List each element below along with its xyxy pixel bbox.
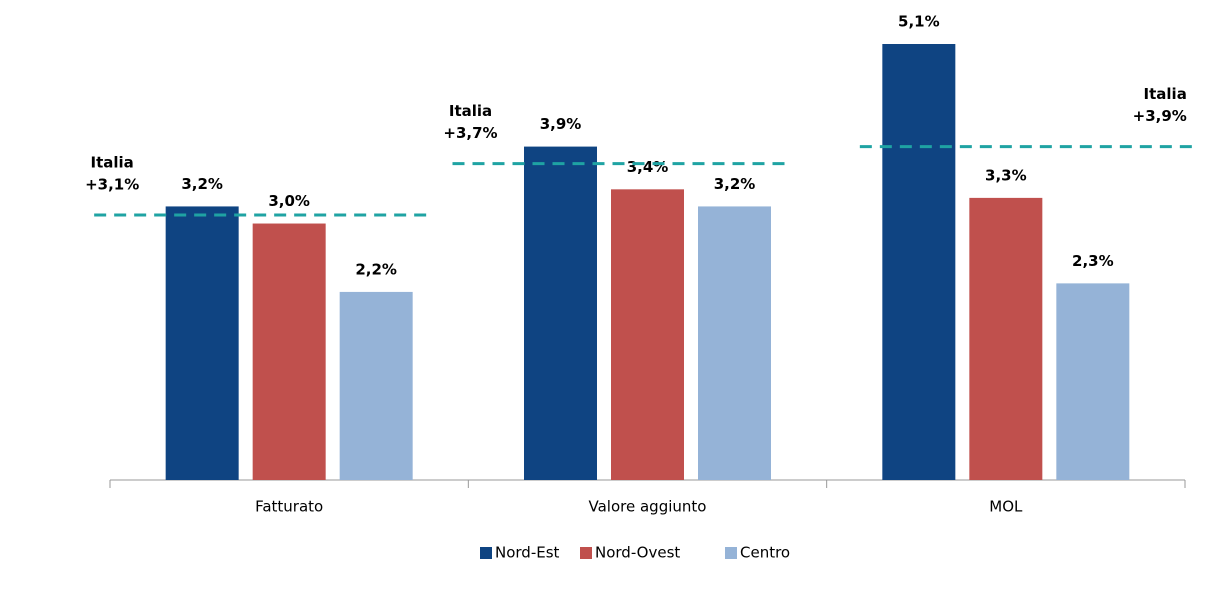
value-label: 3,4% [627,158,669,176]
legend-label: Nord-Ovest [595,544,680,562]
value-label: 3,0% [268,192,310,210]
bar [524,146,597,480]
reference-name: Italia [91,153,134,171]
reference-name: Italia [1144,85,1187,103]
legend-swatch [725,547,737,559]
reference-label: +3,9% [1133,107,1187,125]
reference-label: +3,7% [443,124,497,142]
bar [165,206,239,480]
value-label: 5,1% [898,13,940,31]
value-label: 3,3% [985,166,1027,184]
legend-swatch [580,547,592,559]
bar [882,44,956,480]
legend-swatch [480,547,492,559]
x-tick-label: MOL [989,498,1023,516]
bar [1056,283,1130,480]
value-label: 3,2% [714,175,756,193]
value-label: 3,2% [181,175,223,193]
legend-label: Nord-Est [495,544,560,562]
value-label: 2,2% [355,260,397,278]
reference-name: Italia [449,102,492,120]
bar [339,291,413,480]
legend-label: Centro [740,544,790,562]
bar [252,223,326,480]
value-label: 3,9% [540,115,582,133]
x-tick-label: Fatturato [255,498,323,516]
value-label: 2,3% [1072,252,1114,270]
x-tick-label: Valore aggiunto [589,498,707,516]
bar [698,206,771,480]
bar [969,197,1043,480]
bar [611,189,684,481]
reference-label: +3,1% [85,175,139,193]
